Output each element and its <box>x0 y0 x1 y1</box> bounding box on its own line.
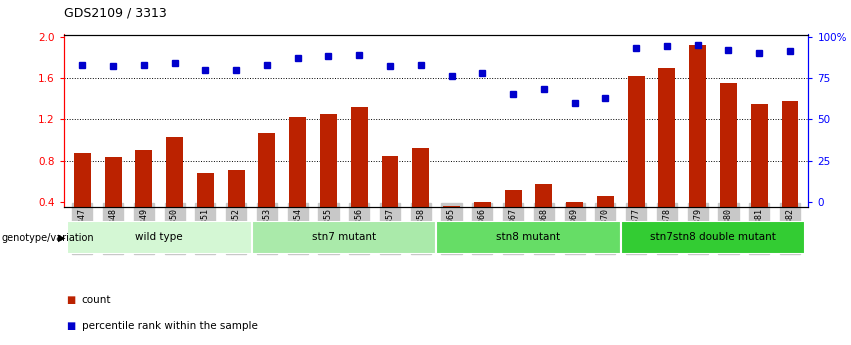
Bar <box>412 148 429 243</box>
Bar <box>620 221 805 254</box>
Text: stn7 mutant: stn7 mutant <box>311 232 376 242</box>
Bar <box>381 156 398 243</box>
Text: percentile rank within the sample: percentile rank within the sample <box>82 321 258 331</box>
Bar <box>351 107 368 243</box>
Text: stn7stn8 double mutant: stn7stn8 double mutant <box>650 232 776 242</box>
Text: count: count <box>82 295 111 305</box>
Text: genotype/variation: genotype/variation <box>2 233 94 243</box>
Bar <box>259 132 276 243</box>
Text: ■: ■ <box>66 321 76 331</box>
Text: stn8 mutant: stn8 mutant <box>496 232 561 242</box>
Bar <box>228 170 244 243</box>
Bar <box>320 114 337 243</box>
Text: wild type: wild type <box>135 232 183 242</box>
Text: GDS2109 / 3313: GDS2109 / 3313 <box>64 7 167 20</box>
Text: ▶: ▶ <box>58 233 66 243</box>
Bar <box>781 101 798 243</box>
Bar <box>474 202 491 243</box>
Bar <box>74 153 91 243</box>
Bar <box>135 150 152 243</box>
Bar <box>67 221 252 254</box>
Bar <box>252 221 436 254</box>
Bar <box>751 104 768 243</box>
Bar <box>289 117 306 243</box>
Bar <box>628 76 644 243</box>
Text: ■: ■ <box>66 295 76 305</box>
Bar <box>105 157 122 243</box>
Bar <box>505 190 522 243</box>
Bar <box>197 173 214 243</box>
Bar <box>689 45 706 243</box>
Bar <box>436 221 620 254</box>
Bar <box>597 196 614 243</box>
Bar <box>535 184 552 243</box>
Bar <box>720 83 737 243</box>
Bar <box>659 68 676 243</box>
Bar <box>443 206 460 243</box>
Bar <box>566 202 583 243</box>
Bar <box>166 137 183 243</box>
